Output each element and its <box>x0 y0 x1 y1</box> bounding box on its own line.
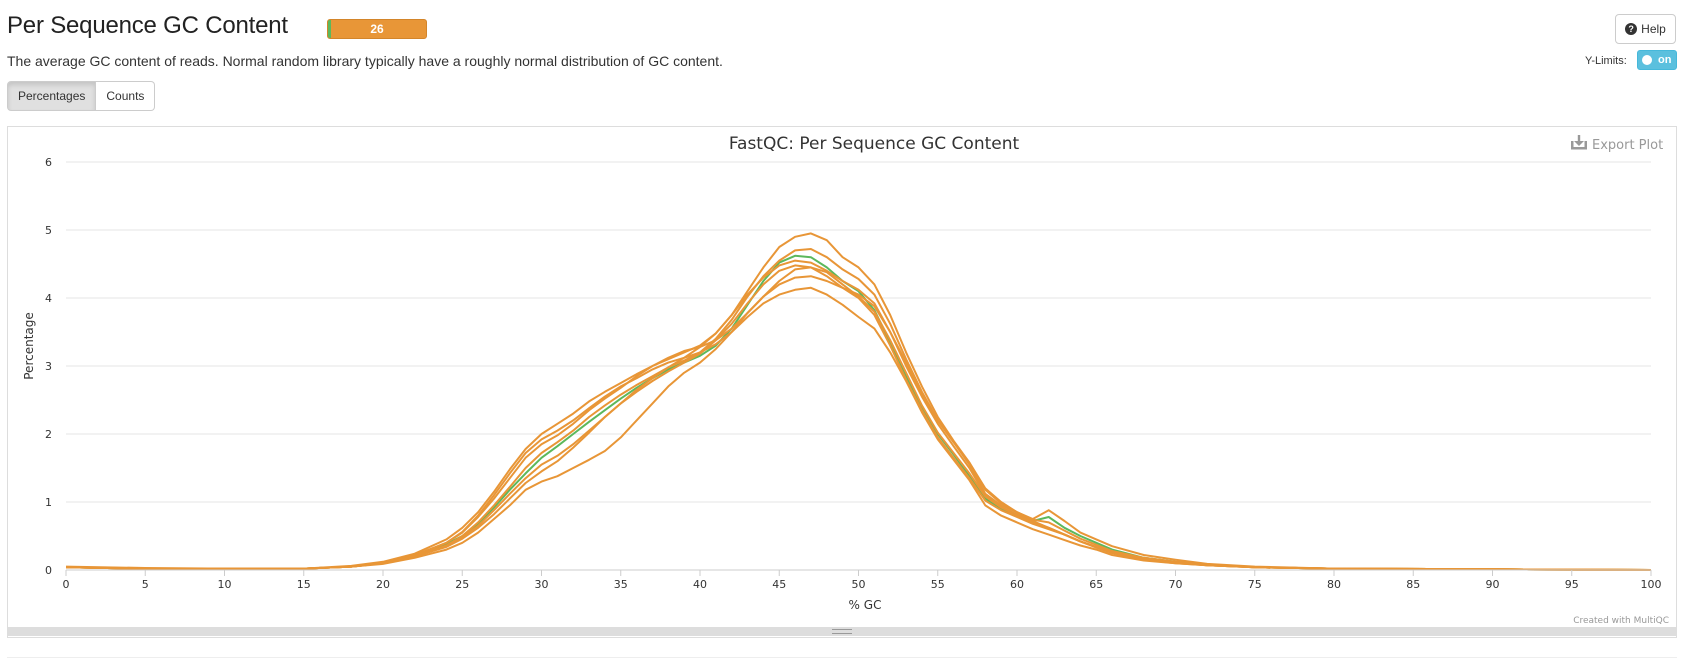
multiqc-credit: Created with MultiQC <box>1573 616 1669 626</box>
series-lines <box>65 232 1652 571</box>
series-line <box>65 232 1652 571</box>
page-title: Per Sequence GC Content <box>7 12 288 39</box>
x-tick-label: 20 <box>376 578 390 591</box>
x-tick-label: 15 <box>297 578 311 591</box>
series-line <box>65 254 1652 571</box>
status-badge[interactable]: 26 <box>327 19 427 39</box>
y-tick-label: 2 <box>45 428 52 441</box>
x-tick-label: 75 <box>1248 578 1262 591</box>
x-tick-label: 10 <box>218 578 232 591</box>
series-line <box>65 248 1652 571</box>
x-tick-label: 50 <box>852 578 866 591</box>
export-plot-label: Export Plot <box>1592 138 1663 153</box>
x-tick-label: 100 <box>1641 578 1662 591</box>
y-tick-label: 0 <box>45 564 52 577</box>
x-tick-label: 40 <box>693 578 707 591</box>
x-tick-label: 0 <box>63 578 70 591</box>
x-tick-label: 60 <box>1010 578 1024 591</box>
y-tick-label: 3 <box>45 360 52 373</box>
x-tick-label: 65 <box>1089 578 1103 591</box>
gc-content-chart: FastQC: Per Sequence GC Content Export P… <box>22 134 1669 626</box>
grid-lines <box>66 161 1651 503</box>
tab-counts[interactable]: Counts <box>96 81 156 111</box>
export-plot-button[interactable]: Export Plot <box>1571 135 1663 153</box>
toggle-state: on <box>1658 54 1672 66</box>
x-tick-label: 85 <box>1406 578 1420 591</box>
resize-grip-icon <box>832 629 852 634</box>
series-line <box>65 275 1652 571</box>
chart-title: FastQC: Per Sequence GC Content <box>729 134 1020 154</box>
y-tick-label: 1 <box>45 496 52 509</box>
help-button[interactable]: ? Help <box>1615 14 1676 44</box>
series-line <box>65 259 1652 571</box>
tab-percentages[interactable]: Percentages <box>7 81 97 111</box>
ylimits-toggle[interactable]: on <box>1637 50 1677 70</box>
section-divider <box>7 657 1677 658</box>
y-tick-label: 4 <box>45 292 52 305</box>
series-line <box>65 266 1652 571</box>
toggle-knob <box>1642 55 1652 65</box>
x-tick-label: 30 <box>535 578 549 591</box>
series-line <box>65 264 1652 571</box>
y-axis-label: Percentage <box>22 312 36 380</box>
pass-segment <box>328 20 331 38</box>
download-icon <box>1571 135 1587 150</box>
x-tick-label: 70 <box>1169 578 1183 591</box>
help-label: Help <box>1641 22 1666 36</box>
x-tick-label: 35 <box>614 578 628 591</box>
x-tick-label: 5 <box>142 578 149 591</box>
series-line <box>65 286 1652 571</box>
x-tick-label: 90 <box>1486 578 1500 591</box>
x-tick-label: 55 <box>931 578 945 591</box>
y-tick-label: 6 <box>45 156 52 169</box>
x-tick-label: 95 <box>1565 578 1579 591</box>
x-tick-label: 25 <box>455 578 469 591</box>
question-circle-icon: ? <box>1625 23 1638 35</box>
plot-resize-handle[interactable] <box>7 627 1677 636</box>
y-tick-label: 5 <box>45 224 52 237</box>
x-tick-label: 80 <box>1327 578 1341 591</box>
plot-container: FastQC: Per Sequence GC Content Export P… <box>7 126 1677 638</box>
ylimits-label: Y-Limits: <box>1585 55 1627 67</box>
badge-count: 26 <box>370 22 384 36</box>
section-description: The average GC content of reads. Normal … <box>7 53 723 69</box>
data-toggle-group: Percentages Counts <box>7 81 156 111</box>
x-tick-label: 45 <box>772 578 786 591</box>
x-axis-label: % GC <box>849 598 882 612</box>
